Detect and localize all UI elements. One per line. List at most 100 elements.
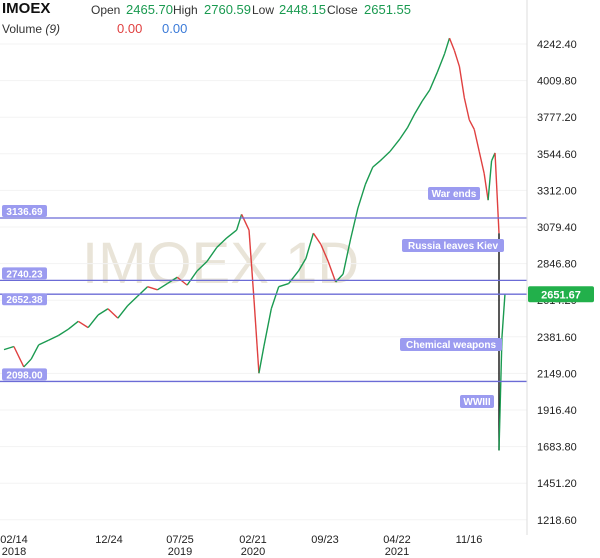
- x-tick-label: 04/22: [383, 534, 411, 546]
- price-levels: 3136.69 2740.23 2652.38 2098.00: [0, 204, 527, 383]
- series-segment: [320, 243, 329, 262]
- x-tick-label: 09/23: [311, 534, 339, 546]
- series-segment: [30, 344, 40, 360]
- current-price-tag: 2651.67: [528, 286, 594, 303]
- open-label: Open: [91, 3, 121, 17]
- series-segment: [216, 237, 228, 248]
- ticker-symbol: IMOEX: [2, 0, 51, 17]
- series-segment: [67, 320, 79, 330]
- series-segment: [38, 339, 49, 346]
- x-tick-year: 2020: [241, 546, 265, 558]
- annotation-bg: [400, 338, 502, 351]
- series-segment: [406, 113, 416, 129]
- y-tick-label: 1218.60: [537, 515, 577, 527]
- level-label: 2740.23: [6, 269, 43, 280]
- series-segment: [117, 305, 129, 319]
- series-segment: [3, 345, 15, 351]
- annotation-label: Chemical weapons: [406, 340, 496, 351]
- series-segment: [498, 337, 503, 451]
- current-price-label: 2651.67: [541, 289, 581, 301]
- close-value: 2651.55: [364, 2, 411, 17]
- annotation-label: War ends: [432, 189, 477, 200]
- series-segment: [240, 214, 250, 231]
- series-segment: [23, 358, 32, 368]
- annotation-bg: [402, 239, 504, 252]
- x-tick-year: 2021: [385, 546, 409, 558]
- series-segment: [278, 282, 289, 288]
- volume-period: (9): [45, 22, 61, 36]
- series-segment: [127, 295, 139, 307]
- price-series: [3, 37, 506, 451]
- series-segment: [448, 37, 456, 51]
- volume-value-1: 0.00: [117, 21, 143, 36]
- series-segment: [501, 294, 506, 338]
- annotation-label: WWIII: [463, 397, 490, 408]
- series-segment: [372, 160, 381, 168]
- series-segment: [453, 50, 461, 67]
- y-tick-label: 2381.60: [537, 332, 577, 344]
- series-segment: [77, 320, 89, 329]
- series-segment: [414, 100, 423, 114]
- y-tick-label: 4009.80: [537, 76, 577, 88]
- series-segment: [176, 276, 188, 286]
- high-label: High: [173, 3, 198, 17]
- y-tick-label: 4242.40: [537, 39, 577, 51]
- y-tick-label: 2846.80: [537, 259, 577, 271]
- series-segment: [13, 346, 25, 368]
- y-axis-labels: 4242.40 4009.80 3777.20 3544.60 3312.00 3079.…: [537, 39, 577, 527]
- level-label-bg: [2, 293, 47, 306]
- series-segment: [364, 166, 374, 185]
- series-segment: [473, 129, 480, 152]
- high-value: 2760.59: [204, 2, 251, 17]
- series-segment: [263, 308, 272, 347]
- series-segment: [436, 53, 446, 73]
- series-segment: [342, 239, 352, 275]
- y-gridlines: [0, 43, 527, 521]
- series-segment: [87, 314, 99, 329]
- level-label: 2652.38: [6, 295, 43, 306]
- series-segment: [48, 334, 59, 341]
- series-segment: [97, 308, 109, 316]
- series-segment: [443, 37, 451, 55]
- y-tick-label: 3544.60: [537, 149, 577, 161]
- series-segment: [494, 152, 500, 234]
- series-segment: [429, 72, 438, 91]
- volume-value-2: 0.00: [162, 21, 188, 36]
- series-segment: [196, 261, 208, 272]
- volume-label: Volume (9): [2, 22, 60, 36]
- low-value: 2448.15: [279, 2, 326, 17]
- level-label: 2098.00: [6, 370, 43, 381]
- volume-label-text: Volume: [2, 22, 43, 36]
- x-tick-year: 2018: [2, 546, 26, 558]
- series-segment: [483, 173, 489, 201]
- y-tick-label: 3777.20: [537, 112, 577, 124]
- series-segment: [288, 270, 300, 284]
- series-segment: [349, 207, 359, 240]
- series-segment: [147, 286, 158, 291]
- x-tick-label: 12/24: [95, 534, 123, 546]
- level-label: 3136.69: [6, 207, 43, 218]
- y-tick-label: 2149.00: [537, 368, 577, 380]
- series-segment: [305, 233, 315, 259]
- series-segment: [253, 299, 260, 374]
- level-label-bg: [2, 204, 47, 217]
- series-segment: [487, 160, 493, 201]
- y-tick-label: 3312.00: [537, 185, 577, 197]
- y-tick-label: 1451.20: [537, 478, 577, 490]
- x-tick-label: 02/21: [239, 534, 267, 546]
- close-label: Close: [327, 3, 358, 17]
- series-segment: [107, 308, 119, 319]
- series-segment: [379, 150, 391, 162]
- x-tick-label: 07/25: [166, 534, 194, 546]
- event-annotations: War ends Russia leaves Kiev Chemical weapo…: [400, 187, 504, 408]
- annotation-bg: [428, 187, 480, 200]
- y-tick-label: 1916.40: [537, 405, 577, 417]
- y-tick-label: 1683.80: [537, 442, 577, 454]
- series-segment: [206, 246, 218, 262]
- series-segment: [157, 282, 168, 291]
- level-label-bg: [2, 368, 47, 381]
- series-segment: [186, 270, 198, 286]
- series-segment: [226, 229, 238, 239]
